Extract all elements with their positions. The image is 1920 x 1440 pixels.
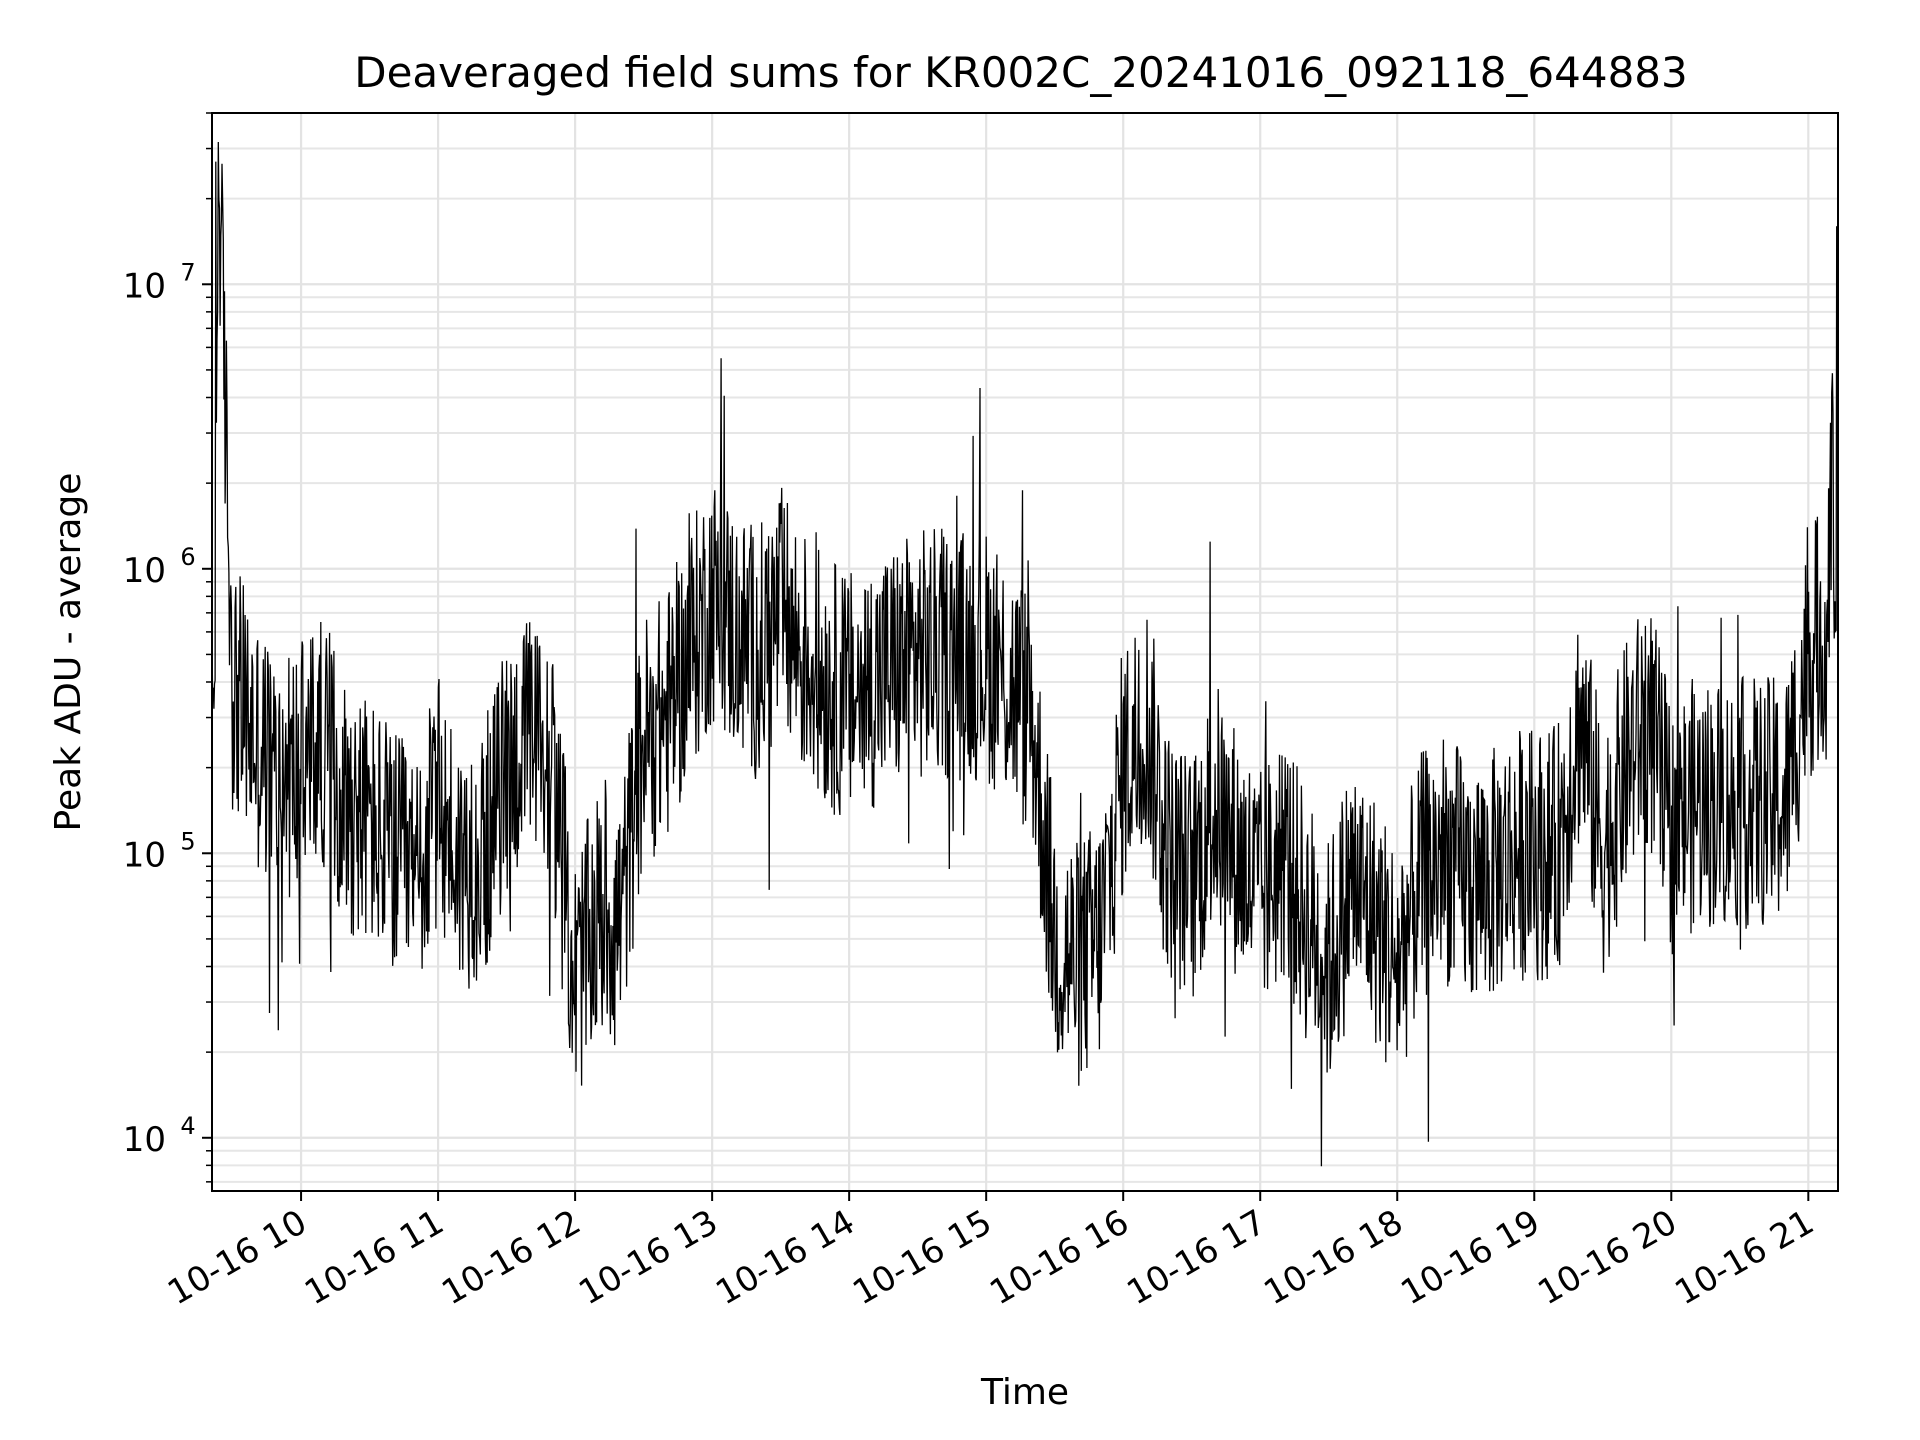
y-tick-exponent: 6 xyxy=(180,543,195,571)
x-axis-label: Time xyxy=(980,1372,1069,1413)
y-tick-label: 10 xyxy=(123,551,166,591)
series-line xyxy=(211,141,1839,1167)
y-tick-exponent: 7 xyxy=(180,258,195,286)
y-tick-label: 10 xyxy=(123,835,166,875)
y-tick-exponent: 4 xyxy=(180,1112,195,1140)
chart-title: Deaveraged field sums for KR002C_2024101… xyxy=(354,48,1688,97)
plot-frame xyxy=(211,112,1839,1192)
y-tick-label: 10 xyxy=(123,266,166,306)
y-axis-ticks: 10 4 10 5 10 6 10 7 xyxy=(123,112,212,1183)
y-tick-base: 10 xyxy=(123,266,166,306)
y-axis-label: Peak ADU - average xyxy=(48,473,89,832)
y-tick-exponent: 5 xyxy=(180,827,195,855)
y-tick-label: 10 xyxy=(123,1120,166,1160)
y-tick-base: 10 xyxy=(123,551,166,591)
y-tick-base: 10 xyxy=(123,835,166,875)
y-tick-base: 10 xyxy=(123,1120,166,1160)
